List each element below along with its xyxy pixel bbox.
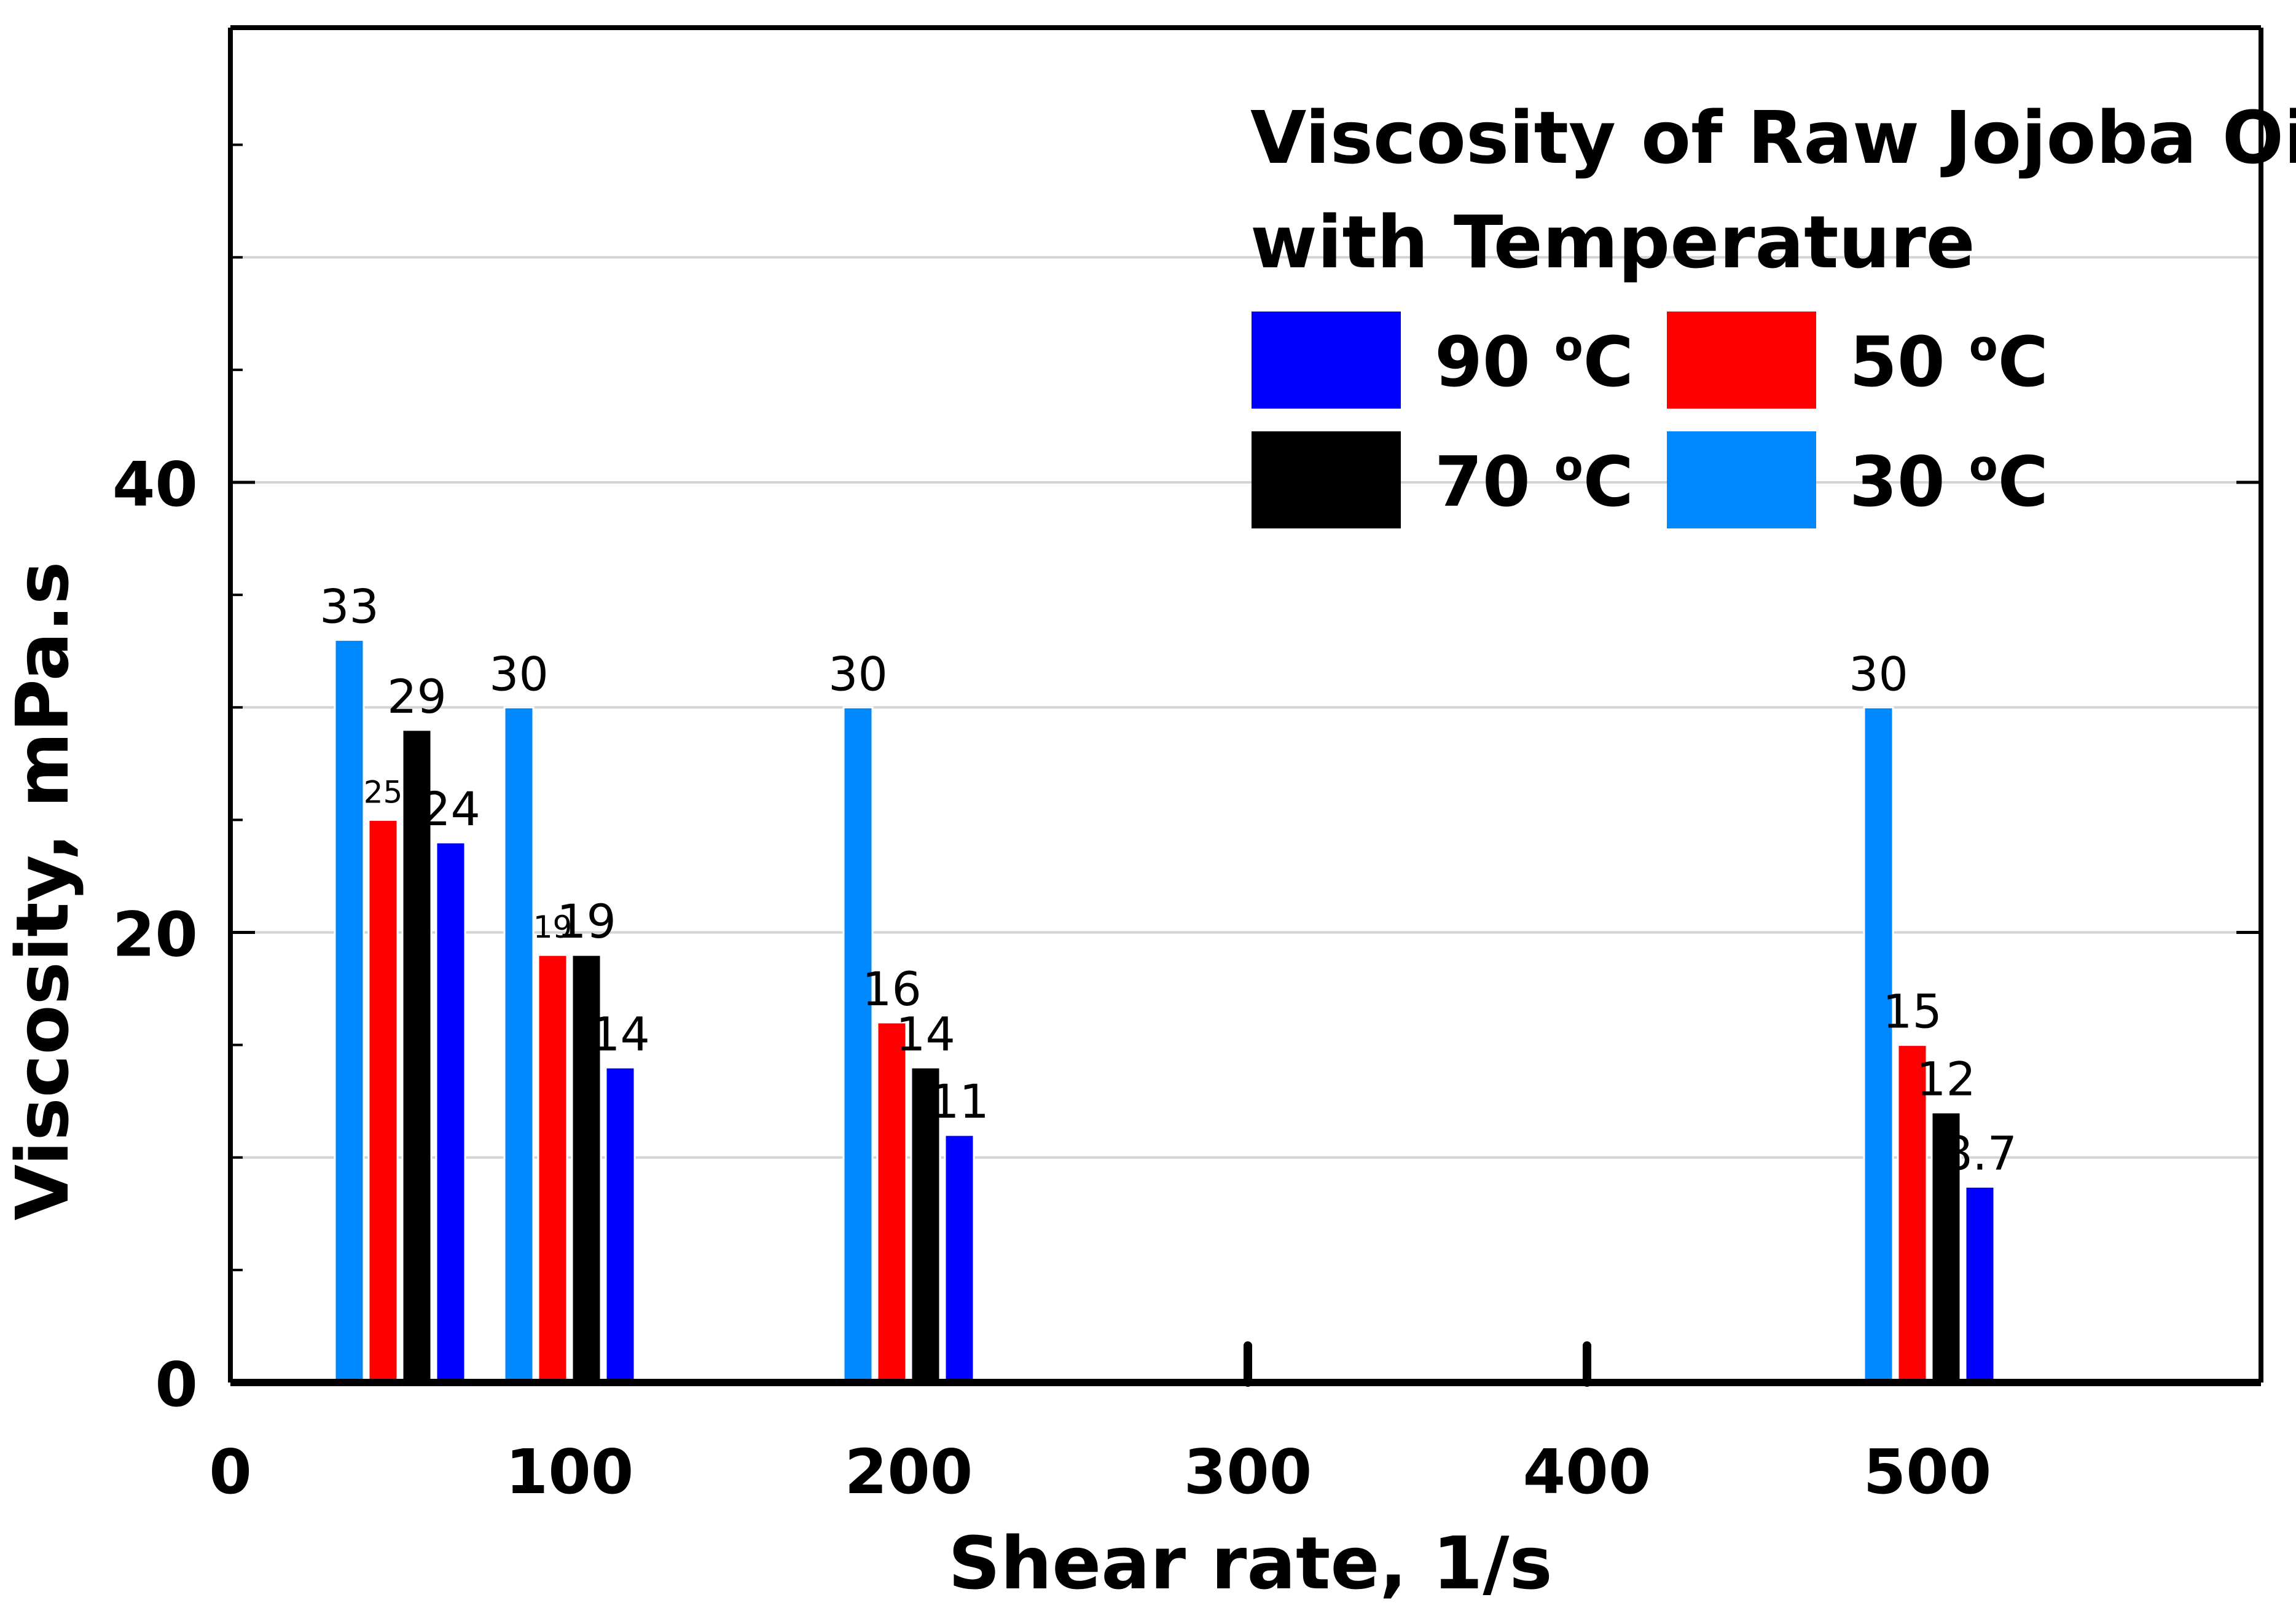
bar-500-1: [1863, 706, 1894, 1384]
x-tick-label: 200: [845, 1436, 973, 1508]
legend-superscript: o: [1969, 442, 1998, 490]
x-tick-label: 400: [1523, 1436, 1651, 1508]
legend-swatch-70: [1252, 431, 1401, 528]
bar-value-label: 30: [489, 646, 549, 701]
legend-label-70: 70 oC: [1435, 442, 1634, 522]
legend-number: 70: [1435, 442, 1554, 522]
x-axis-label: Shear rate, 1/s: [948, 1521, 1553, 1606]
bar-value-label: 11: [930, 1074, 989, 1129]
bar-200-1: [842, 706, 874, 1384]
bar-value-label: 30: [1849, 646, 1908, 701]
bar-value-label: 25: [364, 774, 403, 810]
legend-unit: C: [1998, 442, 2048, 522]
bar-value-label: 8.7: [1943, 1126, 2017, 1180]
bar-value-label: 14: [590, 1006, 650, 1061]
chart-title-line-2: with Temperature: [1250, 200, 1975, 284]
bar-200-4: [944, 1134, 975, 1384]
bar-100-2: [537, 954, 568, 1384]
bar-50-1: [334, 638, 365, 1384]
bar-500-2: [1897, 1044, 1928, 1384]
bar-value-label: 19: [533, 909, 573, 945]
legend-unit: C: [1583, 442, 1634, 522]
y-tick-label: 40: [112, 449, 198, 520]
legend-number: 50: [1849, 323, 1969, 402]
x-tick-label: 300: [1184, 1436, 1312, 1508]
bar-200-2: [876, 1021, 907, 1384]
bar-100-3: [571, 954, 602, 1384]
legend-number: 90: [1435, 323, 1554, 402]
legend-unit: C: [1583, 323, 1634, 402]
bar-50-4: [435, 841, 466, 1384]
bar-value-label: 30: [828, 646, 888, 701]
legend-superscript: o: [1554, 442, 1583, 490]
bar-value-label: 19: [557, 894, 616, 949]
bar-value-label: 33: [319, 579, 379, 633]
x-tick-label: 100: [506, 1436, 634, 1508]
legend-label-50: 50 oC: [1849, 322, 2048, 402]
legend-number: 30: [1849, 442, 1969, 522]
y-tick-label: 20: [112, 899, 198, 971]
bar-500-4: [1964, 1185, 1996, 1384]
bar-value-label: 16: [862, 962, 922, 1016]
bar-100-1: [503, 706, 535, 1384]
bar-value-label: 12: [1916, 1052, 1976, 1107]
legend-superscript: o: [1554, 322, 1583, 371]
bar-value-label: 24: [421, 782, 480, 836]
legend-swatch-90: [1252, 312, 1401, 409]
bar-100-4: [605, 1066, 636, 1384]
bar-value-label: 14: [896, 1006, 955, 1061]
legend-swatch-30: [1667, 431, 1816, 528]
legend-superscript: o: [1969, 322, 1998, 371]
bar-500-3: [1930, 1112, 1962, 1384]
chart-title-line-1: Viscosity of Raw Jojoba Oil: [1250, 95, 2296, 180]
bar-50-2: [367, 818, 399, 1384]
bar-value-label: 29: [387, 669, 447, 724]
bar-value-label: 15: [1883, 984, 1942, 1039]
x-tick-label: 500: [1863, 1436, 1992, 1508]
bar-50-3: [401, 729, 433, 1384]
legend-unit: C: [1998, 323, 2048, 402]
legend-label-90: 90 oC: [1435, 322, 1634, 402]
bars: [334, 638, 1996, 1384]
y-tick-label: 0: [155, 1349, 198, 1421]
y-axis-label: Viscosity, mPa.s: [0, 562, 85, 1221]
x-tick-label: 0: [209, 1436, 252, 1508]
legend-swatch-50: [1667, 312, 1816, 409]
legend-label-30: 30 oC: [1849, 442, 2048, 522]
